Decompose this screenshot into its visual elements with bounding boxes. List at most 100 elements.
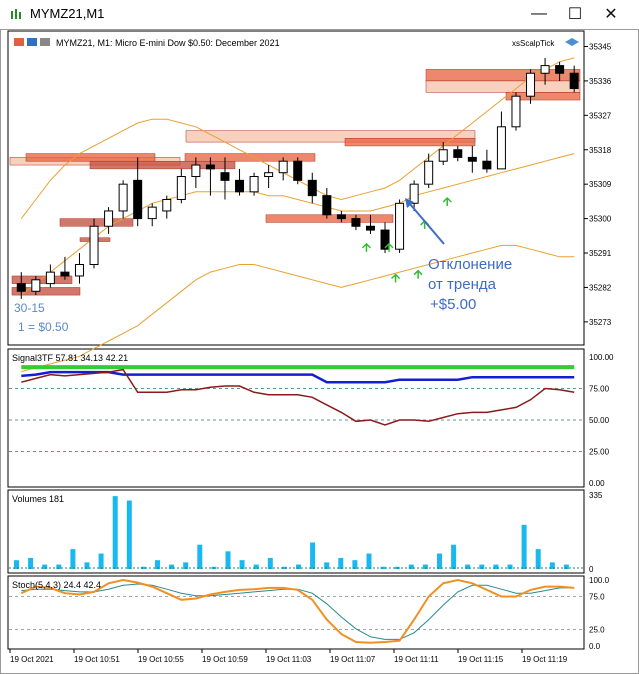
candle-body-31 [467,156,477,162]
signal-tick-2: 50.00 [589,416,610,425]
volume-bar-36 [521,524,527,569]
left-label-1: 30-15 [14,301,45,315]
candle-body-23 [351,218,361,227]
volume-bar-38 [549,562,555,569]
volume-bar-17 [253,564,259,569]
zone-11 [11,275,73,284]
chart-toolbar-icons [14,38,50,46]
candle-body-3 [60,271,70,277]
volume-bar-10 [155,560,160,569]
volume-bar-35 [507,564,513,569]
volume-bar-7 [112,496,118,569]
signal-tick-1: 75.00 [589,385,610,394]
volume-tick-1: 0 [589,565,594,574]
stoch-main-line [20,578,575,644]
signal-tick-3: 25.00 [589,448,610,457]
volume-bar-3 [56,564,62,569]
signal-series-blue [21,370,575,384]
buy-arrow-5 [442,196,452,206]
zone-5 [184,153,316,162]
zone-12 [11,287,81,296]
bb-middle-line [20,153,575,296]
volume-bar-16 [239,560,245,569]
minimize-button[interactable]: — [531,5,547,22]
price-tick-label-3: 35318 [589,146,612,155]
candle-body-18 [278,160,288,174]
volume-bar-26 [380,566,386,569]
candle-body-13 [205,164,215,170]
candle-body-30 [453,149,463,158]
price-tick-label-4: 35309 [589,180,612,189]
volume-bar-1 [28,557,34,569]
candle-body-7 [118,183,128,212]
stoch-panel [7,575,585,650]
candle-body-6 [104,210,114,227]
time-tick-label-8: 19 Oct 11:19 [522,655,568,664]
volume-bar-8 [126,500,132,569]
volumes-label: Volumes 181 [12,494,64,504]
indicator-name: xsScalpTick [512,39,555,48]
chart-list-icon[interactable] [40,38,50,46]
volume-bar-28 [408,564,414,569]
zone-6 [265,214,394,223]
volume-panel [7,489,585,574]
chart-type-icon[interactable] [14,38,24,46]
volume-bar-21 [310,542,316,569]
candle-body-25 [380,229,390,250]
buy-arrow-2 [391,273,401,283]
zone-10 [59,218,134,227]
zone-8 [425,80,581,93]
volume-bar-22 [324,562,330,569]
time-tick-label-5: 19 Oct 11:07 [330,655,376,664]
ticks-layer: 35345 35336 35327 35318 35309 35300 35291 35282… [9,42,614,664]
chart-canvas[interactable]: 35345 35336 35327 35318 35309 35300 35291 35282… [0,29,639,674]
candle-body-2 [45,271,55,285]
volume-bar-31 [451,544,457,569]
time-tick-label-2: 19 Oct 10:55 [138,655,184,664]
candle-body-1 [31,279,41,292]
candle-body-20 [307,179,317,197]
close-button[interactable]: ✕ [604,6,618,23]
volume-bar-34 [493,564,499,569]
volume-bar-19 [281,566,287,569]
zone-3 [185,130,476,143]
candles-layer [16,57,579,299]
volume-bar-6 [98,553,104,569]
candle-body-28 [424,160,434,185]
stoch-tick-0: 100.0 [589,576,610,585]
candle-body-17 [264,172,274,178]
maximize-button[interactable]: ☐ [567,6,583,23]
zone-1 [25,153,156,162]
price-tick-label-5: 35300 [589,215,612,224]
chart-props-icon[interactable] [27,38,37,46]
candle-body-36 [540,65,550,74]
candle-body-5 [89,225,99,265]
candle-body-26 [395,202,405,250]
volume-bar-33 [479,564,485,569]
candle-body-37 [555,65,565,74]
signal-tick-4: 0.00 [589,479,605,488]
time-tick-label-1: 19 Oct 10:51 [74,655,120,664]
zone-2 [89,160,236,170]
callout-line-2: от тренда [428,276,497,293]
zones-layer [9,69,581,296]
price-tick-label-8: 35273 [589,318,612,327]
graduation-cap-icon [565,38,579,46]
signal-label: Signal3TF 57.81 34.13 42.21 [12,353,128,363]
stoch-tick-3: 0.0 [589,642,601,651]
signal-panel [7,348,585,488]
volume-bar-9 [140,566,146,569]
candle-body-11 [176,176,186,200]
time-tick-label-7: 19 Oct 11:15 [458,655,504,664]
stoch-tick-1: 75.0 [589,593,605,602]
zone-4 [344,138,476,147]
price-tick-label-6: 35291 [589,249,612,258]
candle-body-21 [322,195,332,216]
signal-tick-0: 100.00 [589,353,614,362]
candle-body-12 [191,164,201,178]
volume-bar-32 [465,564,471,569]
candle-body-15 [235,179,245,193]
volume-bar-15 [225,551,231,569]
volume-bar-37 [535,549,541,569]
callout-line-3: +$5.00 [430,296,476,313]
